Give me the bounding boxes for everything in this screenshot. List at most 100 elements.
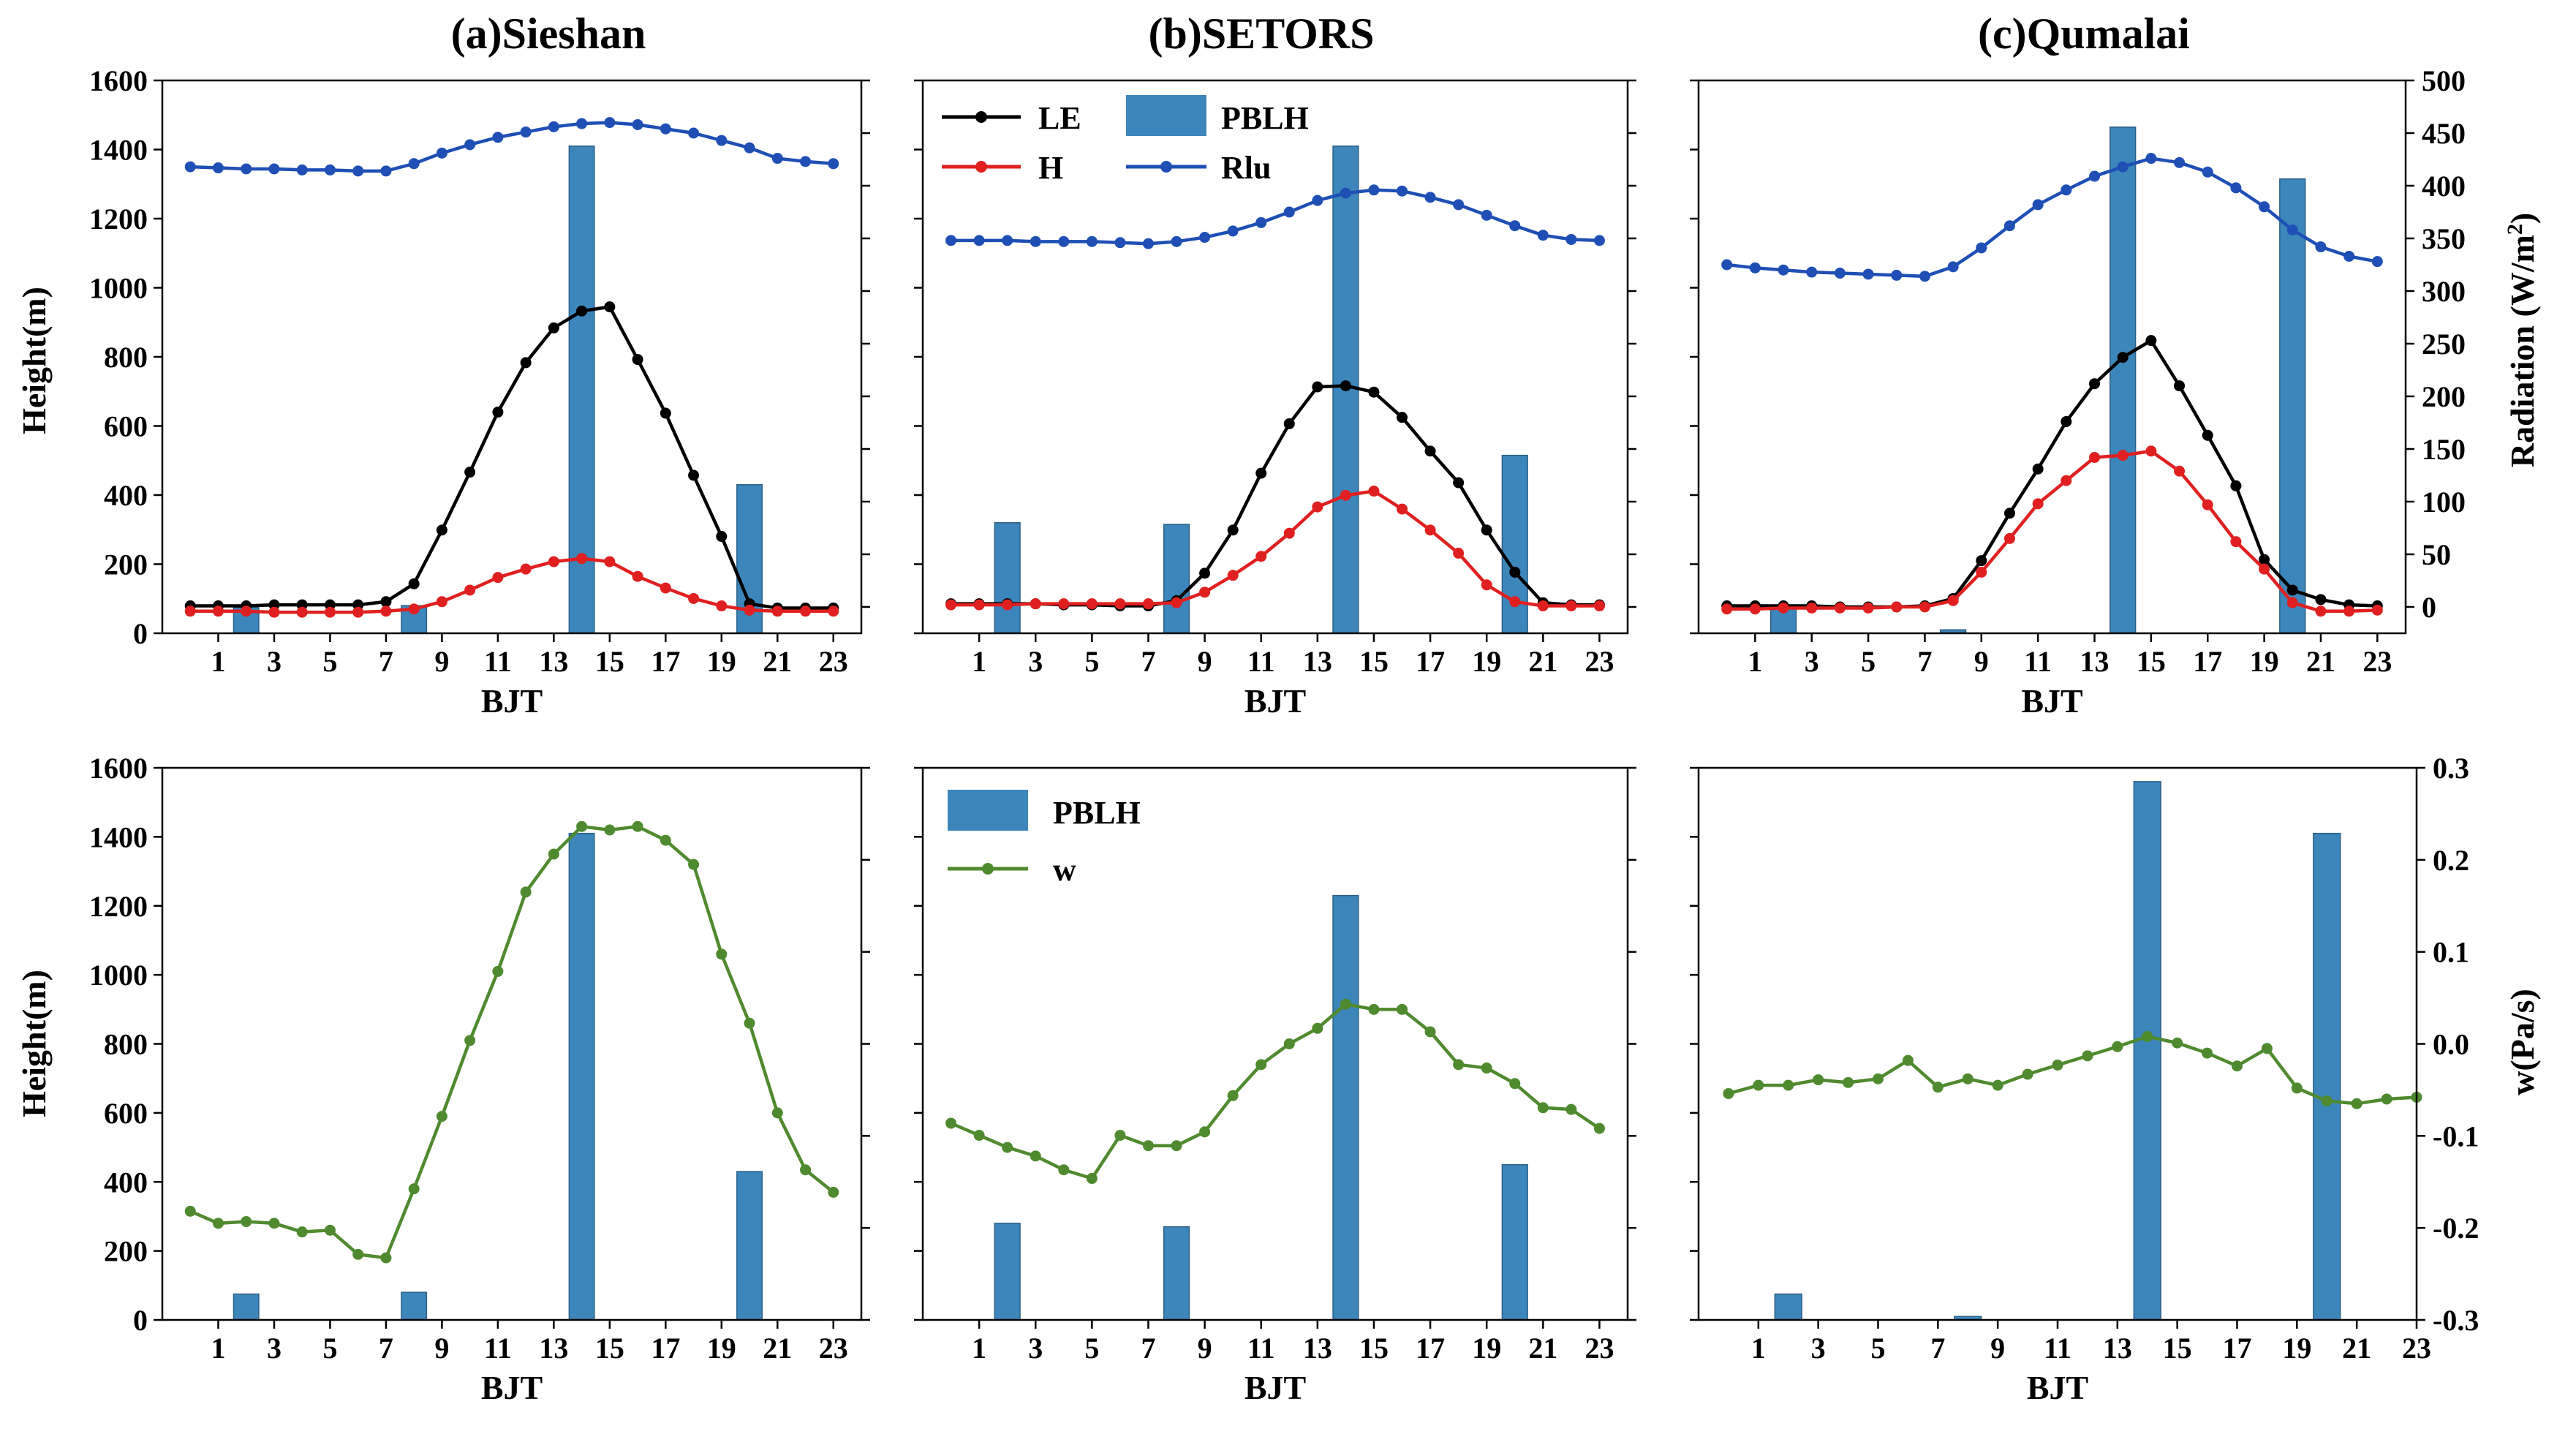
y-tick-label: 1000 bbox=[89, 272, 148, 305]
x-tick-label: 3 bbox=[1811, 1332, 1826, 1365]
x-tick-label: 7 bbox=[1917, 645, 1932, 678]
h-point bbox=[1086, 598, 1098, 610]
y-tick-label: 1400 bbox=[89, 820, 148, 853]
h-point bbox=[2145, 445, 2157, 457]
legend-rlu-marker bbox=[1160, 161, 1172, 173]
y-right-tick-label: 50 bbox=[2422, 538, 2451, 571]
w-point bbox=[1058, 1164, 1070, 1176]
rlu-point bbox=[464, 139, 476, 151]
w-point bbox=[604, 824, 616, 836]
h-point bbox=[1862, 602, 1874, 614]
rlu-point bbox=[2371, 256, 2383, 268]
rlu-point bbox=[744, 142, 755, 154]
rlu-point bbox=[352, 165, 364, 177]
rlu-point bbox=[1481, 209, 1492, 221]
w-point bbox=[716, 948, 728, 960]
rlu-point bbox=[1030, 235, 1041, 247]
x-tick-label: 11 bbox=[484, 645, 512, 678]
le-point bbox=[1453, 477, 1465, 488]
w-point bbox=[688, 858, 700, 870]
w-point bbox=[184, 1205, 196, 1217]
le-point bbox=[1312, 381, 1323, 393]
h-point bbox=[1509, 596, 1521, 608]
h-point bbox=[1537, 600, 1549, 612]
legend-bottom-pblh-swatch bbox=[948, 790, 1028, 831]
le-point bbox=[1368, 386, 1380, 398]
x-tick-label: 5 bbox=[322, 645, 337, 678]
le-point bbox=[2145, 335, 2157, 347]
y-right-tick-label: 500 bbox=[2422, 64, 2466, 97]
x-tick-label: 21 bbox=[763, 645, 792, 678]
w-point bbox=[548, 848, 559, 860]
rlu-point bbox=[2343, 250, 2355, 262]
x-tick-label: 21 bbox=[2306, 645, 2335, 678]
le-point bbox=[1340, 380, 1351, 392]
h-point bbox=[1593, 600, 1605, 612]
h-point bbox=[1891, 601, 1903, 613]
w-point bbox=[408, 1183, 420, 1195]
w-point bbox=[520, 886, 532, 898]
le-point bbox=[1199, 567, 1211, 579]
x-tick-label: 1 bbox=[211, 645, 225, 678]
rlu-point bbox=[1171, 235, 1182, 247]
w-point bbox=[296, 1226, 308, 1238]
pblh-bar bbox=[2313, 832, 2341, 1321]
x-tick-label: 21 bbox=[1528, 645, 1557, 678]
h-point bbox=[2117, 450, 2129, 461]
rlu-point bbox=[324, 164, 336, 176]
le-point bbox=[2259, 554, 2270, 565]
ylabel-left-bottom: Height(m) bbox=[15, 970, 53, 1117]
rlu-point bbox=[2315, 241, 2327, 253]
w-point bbox=[2261, 1043, 2273, 1054]
h-point bbox=[2230, 536, 2242, 548]
w-point bbox=[1368, 1003, 1380, 1015]
panel-c-bottom: 1 3 5 7 9 11 13 15 17 19 21 23BJT-0.3-0.2-0.10.00.1… bbox=[1690, 752, 2479, 1406]
pblh-bar bbox=[2279, 178, 2306, 634]
w-point bbox=[2321, 1095, 2333, 1107]
w-point bbox=[660, 834, 671, 846]
panel-a-top: 1 3 5 7 9 11 13 15 17 19 21 23BJT020040060080010001… bbox=[89, 64, 870, 720]
rlu-point bbox=[1453, 199, 1465, 211]
h-point bbox=[1947, 595, 1959, 606]
rlu-series-line bbox=[190, 121, 834, 173]
pblh-bar bbox=[994, 522, 1021, 634]
h-point bbox=[212, 605, 224, 617]
w-point bbox=[828, 1186, 839, 1198]
x-tick-label: 23 bbox=[2362, 645, 2392, 678]
le-point bbox=[1976, 555, 1987, 567]
rlu-point bbox=[1312, 195, 1323, 206]
w-point bbox=[1509, 1078, 1521, 1090]
w-point bbox=[352, 1248, 364, 1260]
h-point bbox=[1030, 598, 1041, 610]
pblh-bar bbox=[1774, 1293, 1802, 1321]
pblh-bar bbox=[233, 1293, 260, 1321]
pblh-bar bbox=[2133, 781, 2161, 1321]
w-point bbox=[1843, 1076, 1854, 1088]
rlu-point bbox=[520, 127, 532, 138]
w-point bbox=[1312, 1022, 1323, 1034]
x-tick-label: 13 bbox=[539, 1332, 568, 1365]
h-point bbox=[296, 606, 308, 618]
rlu-point bbox=[2259, 201, 2270, 213]
h-point bbox=[1778, 602, 1789, 614]
x-tick-label: 7 bbox=[1141, 645, 1155, 678]
rlu-point bbox=[1227, 225, 1239, 237]
y-tick-label: 0 bbox=[133, 617, 148, 650]
w-point bbox=[1902, 1054, 1914, 1066]
h-point bbox=[1565, 600, 1577, 612]
y-tick-label: 400 bbox=[104, 479, 148, 512]
w-point bbox=[1340, 998, 1351, 1010]
pblh-bar bbox=[736, 1171, 763, 1321]
x-tick-label: 17 bbox=[1416, 645, 1445, 678]
le-point bbox=[1255, 467, 1267, 479]
x-tick-label: 19 bbox=[707, 1332, 736, 1365]
x-tick-label: 5 bbox=[322, 1332, 337, 1365]
rlu-point bbox=[1537, 230, 1549, 241]
x-tick-label: 13 bbox=[1303, 645, 1332, 678]
h-point bbox=[1834, 602, 1846, 614]
h-point bbox=[632, 570, 643, 582]
rlu-point bbox=[1947, 261, 1959, 273]
w-point bbox=[212, 1218, 224, 1229]
h-point bbox=[1368, 486, 1380, 497]
rlu-point bbox=[2061, 184, 2072, 196]
